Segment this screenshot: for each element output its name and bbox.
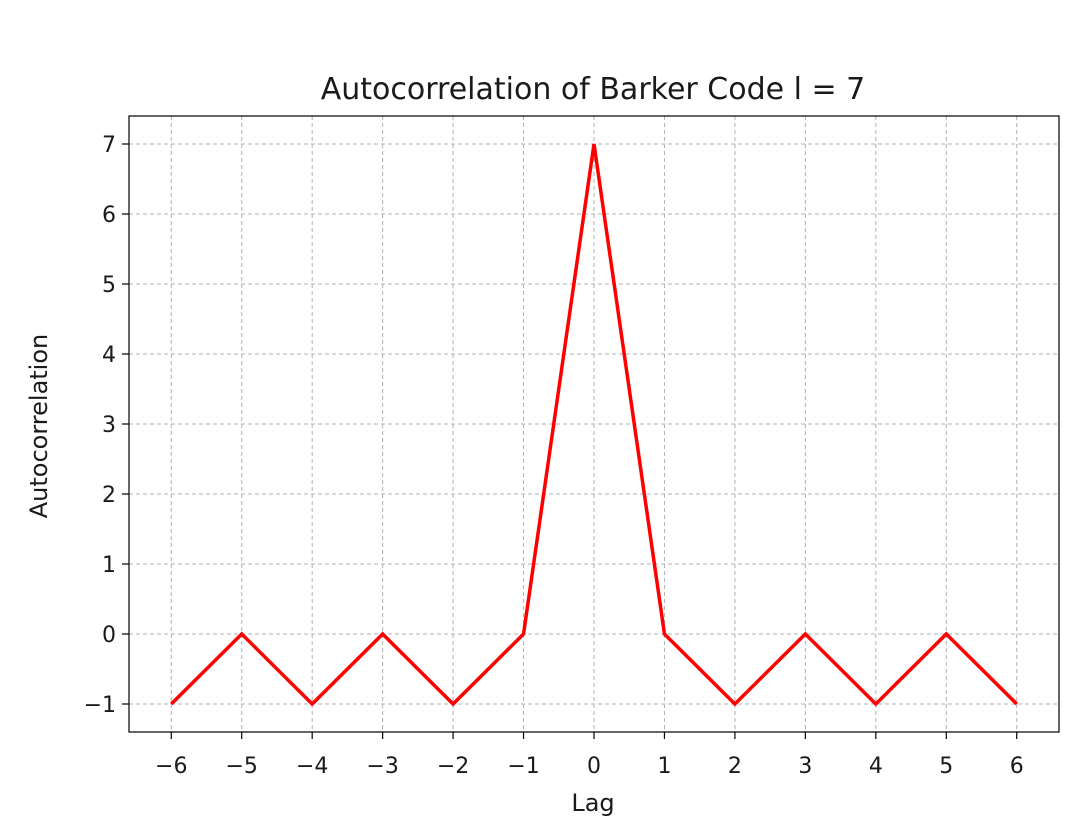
x-tick-label: −3 xyxy=(366,754,398,779)
x-tick-label: −4 xyxy=(296,754,328,779)
series-line xyxy=(170,143,1018,707)
y-axis-label: Autocorrelation xyxy=(25,334,53,519)
x-tick-label: −5 xyxy=(226,754,258,779)
y-tick-label: 3 xyxy=(102,413,116,438)
grid xyxy=(129,116,1059,732)
x-axis-label: Lag xyxy=(571,789,614,817)
y-tick-label: 7 xyxy=(102,133,116,158)
x-tick-label: 1 xyxy=(657,754,671,779)
axis-ticks: −6 −5 −4 −3 −2 −1 0 1 2 3 4 5 6 −1 0 1 2 3 4 5 6 7 xyxy=(84,133,1024,779)
x-tick-label: 4 xyxy=(869,754,883,779)
y-tick-label: 5 xyxy=(102,273,116,298)
y-tick-label: −1 xyxy=(84,693,116,718)
chart-title: Autocorrelation of Barker Code l = 7 xyxy=(321,72,866,107)
x-tick-label: −1 xyxy=(507,754,539,779)
x-tick-label: −2 xyxy=(437,754,469,779)
x-tick-label: 5 xyxy=(939,754,953,779)
plot-frame xyxy=(128,115,1060,733)
x-tick-label: 3 xyxy=(798,754,812,779)
x-tick-label: −6 xyxy=(155,754,187,779)
y-tick-label: 6 xyxy=(102,203,116,228)
x-tick-label: 6 xyxy=(1010,754,1024,779)
series-group xyxy=(170,143,1018,707)
y-tick-label: 0 xyxy=(102,623,116,648)
y-tick-label: 4 xyxy=(102,343,116,368)
x-tick-label: 2 xyxy=(728,754,742,779)
x-tick-label: 0 xyxy=(587,754,601,779)
y-tick-label: 1 xyxy=(102,553,116,578)
y-tick-label: 2 xyxy=(102,483,116,508)
